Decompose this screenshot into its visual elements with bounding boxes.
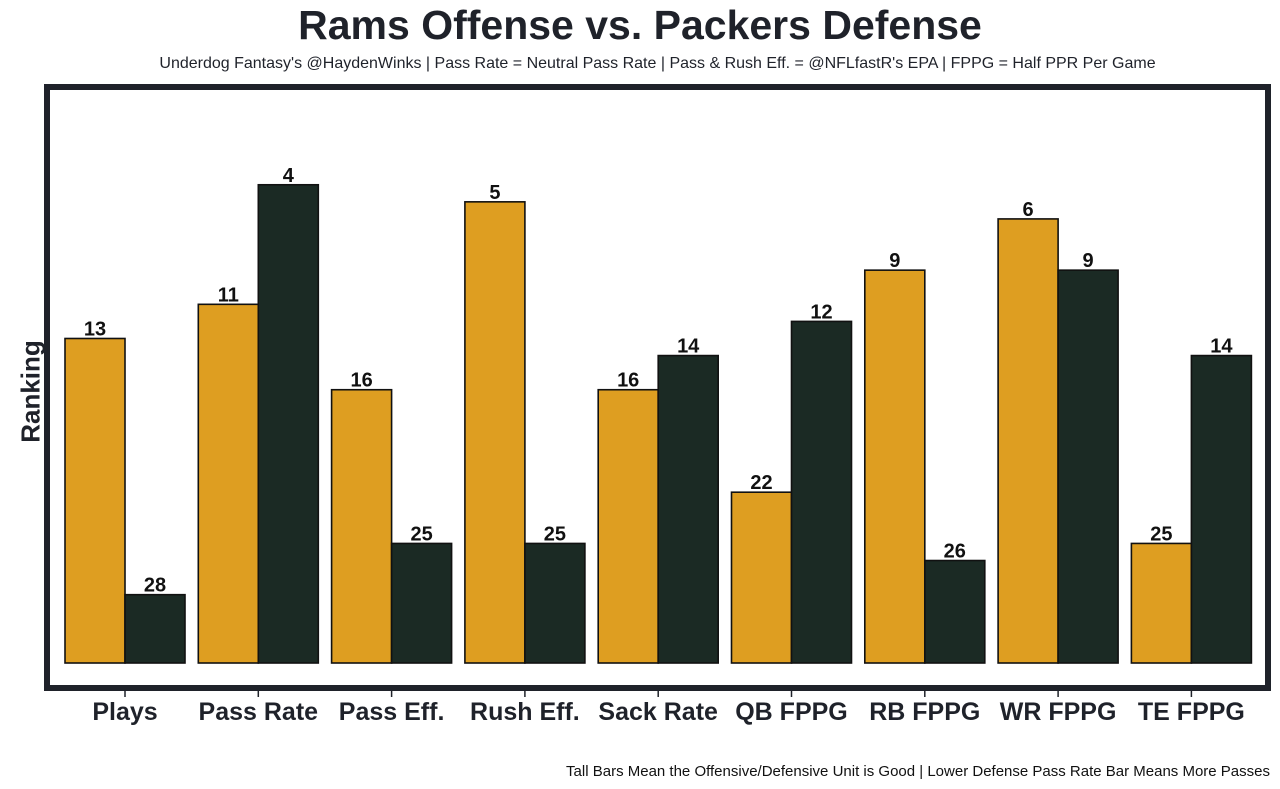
x-tick-label: WR FPPG	[1000, 698, 1117, 726]
x-tick-label: Pass Rate	[199, 698, 319, 726]
bar-defense	[124, 593, 186, 664]
data-label: 16	[617, 370, 639, 392]
data-label: 5	[489, 182, 500, 204]
data-label: 9	[889, 250, 900, 272]
data-label: 28	[144, 575, 166, 597]
chart-footnote: Tall Bars Mean the Offensive/Defensive U…	[566, 763, 1270, 780]
data-label: 14	[677, 336, 700, 358]
data-label: 4	[283, 165, 295, 187]
x-tick-label: RB FPPG	[869, 698, 980, 726]
bar-defense	[1190, 354, 1253, 664]
bar-offense	[730, 491, 793, 664]
data-label: 25	[1150, 523, 1172, 545]
data-label: 9	[1083, 250, 1094, 272]
x-tick-label: Rush Eff.	[470, 698, 580, 726]
data-label: 25	[410, 523, 432, 545]
bar-offense	[330, 388, 393, 664]
bar-offense	[197, 303, 260, 664]
bar-defense	[790, 320, 853, 664]
bar-offense	[64, 337, 126, 664]
chart-title: Rams Offense vs. Packers Defense	[298, 2, 982, 48]
bar-offense	[464, 201, 526, 664]
x-tick-label: Sack Rate	[598, 698, 718, 726]
bar-defense	[390, 542, 453, 664]
x-tick-label: Pass Eff.	[339, 698, 445, 726]
bar-offense	[1130, 542, 1193, 664]
bar-defense	[923, 559, 986, 664]
data-label: 26	[944, 541, 966, 563]
data-label: 13	[84, 318, 106, 340]
bar-defense	[1057, 269, 1119, 664]
data-label: 14	[1210, 336, 1233, 358]
data-label: 22	[750, 472, 772, 494]
x-tick-label: Plays	[92, 698, 157, 726]
bar-offense	[997, 218, 1059, 664]
data-label: 6	[1023, 199, 1034, 221]
plot-frame	[44, 84, 1271, 691]
chart-subtitle: Underdog Fantasy's @HaydenWinks | Pass R…	[159, 55, 1156, 72]
x-tick-label: TE FPPG	[1138, 698, 1245, 726]
bar-defense	[257, 183, 320, 664]
data-label: 12	[810, 301, 832, 323]
x-tick-label: QB FPPG	[735, 698, 848, 726]
bar-offense	[863, 269, 926, 664]
data-label: 11	[218, 284, 239, 306]
data-label: 16	[350, 370, 372, 392]
bar-offense	[597, 388, 660, 664]
data-label: 25	[544, 523, 566, 545]
bar-defense	[657, 354, 720, 664]
bar-defense	[524, 542, 586, 664]
